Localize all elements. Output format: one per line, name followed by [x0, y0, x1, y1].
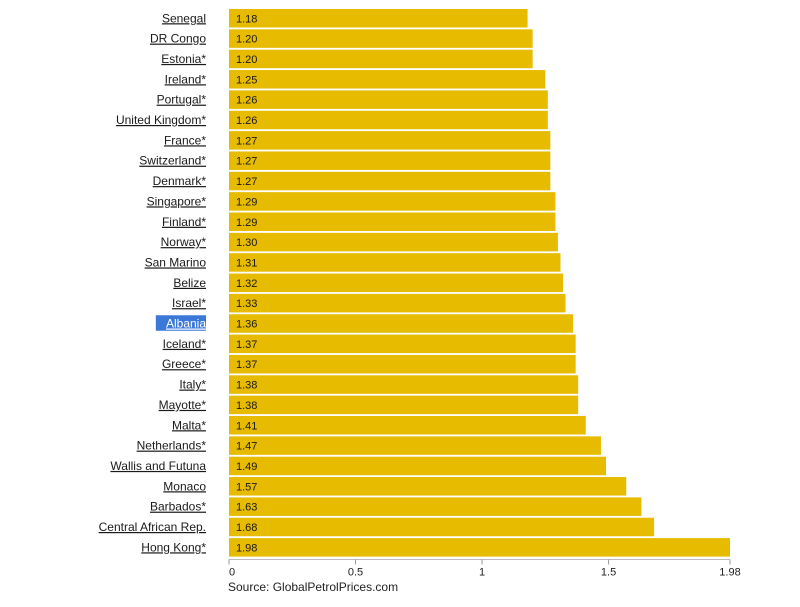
bar-14 — [229, 293, 566, 313]
category-label-13[interactable]: Belize — [173, 276, 206, 290]
value-label-3: 1.25 — [236, 74, 257, 86]
category-label-26[interactable]: Hong Kong* — [141, 540, 206, 554]
x-tick-label-2: 1 — [479, 566, 485, 578]
bar-6 — [229, 131, 551, 150]
bar-3 — [229, 70, 546, 89]
category-label-17[interactable]: Greece* — [162, 357, 206, 371]
category-label-20[interactable]: Malta* — [172, 418, 206, 432]
source-note: Source: GlobalPetrolPrices.com — [228, 580, 399, 594]
value-label-2: 1.20 — [236, 54, 257, 66]
value-label-20: 1.41 — [236, 420, 257, 432]
value-label-8: 1.27 — [236, 176, 257, 188]
selection-highlight — [155, 315, 206, 331]
bar-2 — [229, 49, 533, 69]
category-label-7[interactable]: Switzerland* — [139, 154, 206, 168]
bar-8 — [229, 171, 551, 191]
x-tick-label-1: 0.5 — [348, 566, 363, 578]
bar-4 — [229, 90, 548, 109]
value-label-1: 1.20 — [236, 34, 257, 46]
category-label-24[interactable]: Barbados* — [150, 500, 206, 514]
category-label-14[interactable]: Israel* — [172, 296, 206, 310]
category-label-18[interactable]: Italy* — [179, 378, 206, 392]
category-label-22[interactable]: Wallis and Futuna — [110, 459, 206, 473]
category-label-19[interactable]: Mayotte* — [159, 398, 207, 412]
value-label-4: 1.26 — [236, 95, 257, 107]
category-label-1[interactable]: DR Congo — [150, 32, 206, 46]
category-label-16[interactable]: Iceland* — [163, 337, 207, 351]
value-label-13: 1.32 — [236, 278, 257, 290]
value-label-6: 1.27 — [236, 135, 257, 147]
value-label-0: 1.18 — [236, 13, 257, 25]
category-label-10[interactable]: Finland* — [162, 215, 206, 229]
category-label-4[interactable]: Portugal* — [157, 93, 207, 107]
bar-12 — [229, 253, 561, 272]
category-label-11[interactable]: Norway* — [161, 235, 207, 249]
bar-0 — [229, 9, 528, 28]
bar-21 — [229, 436, 601, 455]
bar-5 — [229, 110, 548, 130]
bar-25 — [229, 517, 655, 537]
bar-7 — [229, 151, 551, 170]
x-tick-label-3: 1.5 — [601, 566, 616, 578]
value-label-21: 1.47 — [236, 441, 257, 453]
value-label-24: 1.63 — [236, 502, 257, 514]
bars: 1.18 1.20 1.20 1.25 1.26 1.26 1.27 1.27 1.27 1.29… — [229, 9, 730, 557]
value-label-11: 1.30 — [236, 237, 257, 249]
x-axis: 0 0.5 1 1.5 1.98 — [228, 558, 741, 578]
category-label-9[interactable]: Singapore* — [147, 194, 207, 208]
category-label-2[interactable]: Estonia* — [161, 52, 206, 66]
category-label-8[interactable]: Denmark* — [153, 174, 207, 188]
value-label-12: 1.31 — [236, 257, 257, 269]
category-label-5[interactable]: United Kingdom* — [116, 113, 206, 127]
category-label-23[interactable]: Monaco — [163, 479, 206, 493]
bar-9 — [229, 192, 556, 211]
bar-19 — [229, 395, 579, 415]
bar-16 — [229, 334, 576, 354]
x-tick-label-4: 1.98 — [719, 566, 740, 578]
bar-11 — [229, 232, 558, 252]
value-label-22: 1.49 — [236, 461, 257, 473]
bar-17 — [229, 354, 576, 374]
bar-24 — [229, 497, 642, 516]
value-label-23: 1.57 — [236, 481, 257, 493]
bar-10 — [229, 212, 556, 231]
category-labels: Senegal DR Congo Estonia* Ireland* Portugal*… — [99, 11, 207, 554]
value-label-10: 1.29 — [236, 217, 257, 229]
category-label-6[interactable]: France* — [164, 133, 206, 147]
bar-22 — [229, 456, 607, 476]
bar-1 — [229, 29, 533, 48]
value-label-7: 1.27 — [236, 156, 257, 168]
value-label-15: 1.36 — [236, 319, 257, 331]
category-label-25[interactable]: Central African Rep. — [99, 520, 206, 534]
category-label-3[interactable]: Ireland* — [165, 72, 207, 86]
bar-26 — [229, 538, 730, 557]
x-tick-label-0: 0 — [229, 566, 235, 578]
bar-18 — [229, 375, 579, 394]
category-label-21[interactable]: Netherlands* — [137, 439, 207, 453]
category-label-12[interactable]: San Marino — [145, 255, 207, 269]
value-label-18: 1.38 — [236, 380, 257, 392]
value-label-5: 1.26 — [236, 115, 257, 127]
value-label-19: 1.38 — [236, 400, 257, 412]
value-label-26: 1.98 — [236, 542, 257, 554]
value-label-14: 1.33 — [236, 298, 257, 310]
bar-20 — [229, 416, 586, 435]
category-label-0[interactable]: Senegal — [162, 11, 206, 25]
bar-23 — [229, 477, 627, 496]
value-label-17: 1.37 — [236, 359, 257, 371]
bar-13 — [229, 273, 563, 293]
value-label-16: 1.37 — [236, 339, 257, 351]
value-label-25: 1.68 — [236, 522, 257, 534]
value-label-9: 1.29 — [236, 196, 257, 208]
bar-15 — [229, 314, 574, 333]
category-label-15[interactable]: Albania — [166, 317, 206, 331]
